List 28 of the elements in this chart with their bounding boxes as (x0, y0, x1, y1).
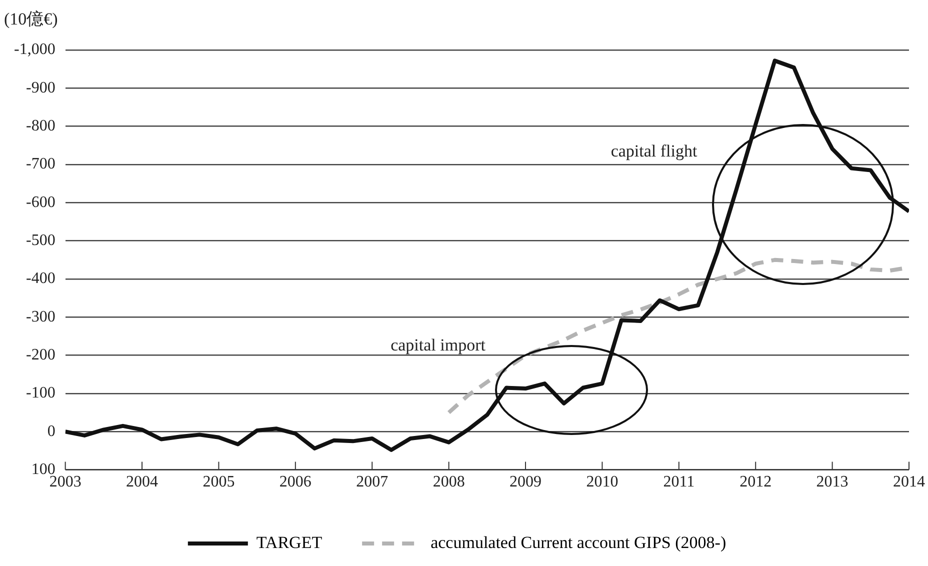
legend-label: accumulated Current account GIPS (2008-) (430, 532, 726, 552)
x-tick-label: 2009 (510, 474, 542, 491)
legend-label: TARGET (256, 532, 323, 552)
x-tick-label: 2003 (49, 474, 82, 491)
x-tick-label: 2014 (893, 474, 925, 491)
annotation: capital flight (610, 141, 698, 160)
y-tick-label: -100 (26, 384, 56, 402)
y-tick-label: -500 (26, 232, 56, 250)
x-tick-label: 2008 (432, 474, 465, 491)
y-tick-label: -200 (26, 346, 56, 364)
y-tick-label: -800 (26, 118, 56, 135)
y-tick-label: -300 (26, 308, 56, 326)
x-tick-label: 2013 (816, 474, 848, 491)
x-tick-label: 2010 (586, 474, 618, 491)
x-tick-label: 2012 (740, 474, 772, 491)
x-tick-label: 2007 (356, 474, 388, 491)
x-tick-label: 2005 (202, 474, 235, 491)
y-tick-label: 0 (47, 422, 56, 440)
y-tick-label: -400 (26, 270, 56, 288)
x-tick-label: 2011 (663, 474, 695, 491)
y-axis-title: (10億€) (4, 9, 58, 28)
y-tick-label: -900 (26, 79, 56, 96)
annotation: capital import (390, 335, 486, 354)
y-tick-label: -1,000 (14, 41, 56, 58)
y-tick-label: -600 (26, 194, 56, 211)
x-tick-label: 2004 (126, 474, 158, 491)
x-tick-label: 2006 (279, 474, 312, 491)
y-tick-label: -700 (26, 156, 56, 173)
